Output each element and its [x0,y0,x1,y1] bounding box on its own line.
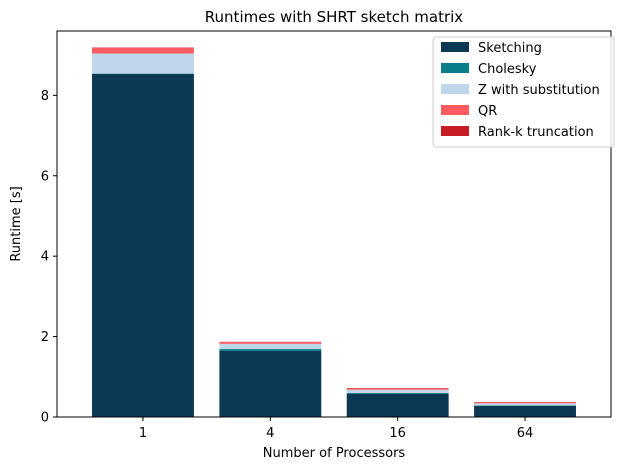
bar-cholesky-4 [219,349,321,351]
bar-z-with-substitution-4 [219,344,321,349]
legend-swatch [441,63,469,73]
legend: Sketching Cholesky Z with substitution QR Ra… [433,37,614,147]
bar-z-with-substitution-1 [92,54,194,74]
y-tick-label: 2 [41,330,49,345]
bar-sketching-64 [474,406,576,417]
x-axis: 1 4 16 64 [139,417,533,441]
bar-qr-1 [92,48,194,54]
bar-z-with-substitution-64 [474,403,576,405]
legend-swatch [441,42,469,52]
x-tick-label: 4 [266,426,274,441]
y-axis-label: Runtime [s] [9,186,24,261]
y-axis: 0 2 4 6 8 [41,89,57,426]
bar-sketching-16 [347,394,449,417]
legend-label: Z with substitution [478,83,600,98]
legend-swatch [441,105,469,115]
legend-label: Sketching [478,41,542,56]
y-tick-label: 8 [41,89,49,104]
bar-qr-64 [474,403,576,404]
legend-label: Rank-k truncation [478,125,594,140]
bar-cholesky-16 [347,393,449,394]
legend-swatch [441,84,469,94]
y-tick-label: 0 [41,411,49,426]
chart-title: Runtimes with SHRT sketch matrix [205,8,464,26]
x-tick-label: 64 [517,426,534,441]
x-tick-label: 1 [139,426,147,441]
y-tick-label: 4 [41,250,49,265]
bar-sketching-1 [92,74,194,417]
bar-sketching-4 [219,351,321,417]
x-axis-label: Number of Processors [263,446,406,461]
bar-z-with-substitution-16 [347,390,449,393]
legend-swatch [441,126,469,136]
legend-label: Cholesky [478,62,537,77]
y-tick-label: 6 [41,169,49,184]
bar-qr-16 [347,388,449,389]
legend-label: QR [478,104,497,119]
x-tick-label: 16 [389,426,406,441]
bar-qr-4 [219,342,321,344]
